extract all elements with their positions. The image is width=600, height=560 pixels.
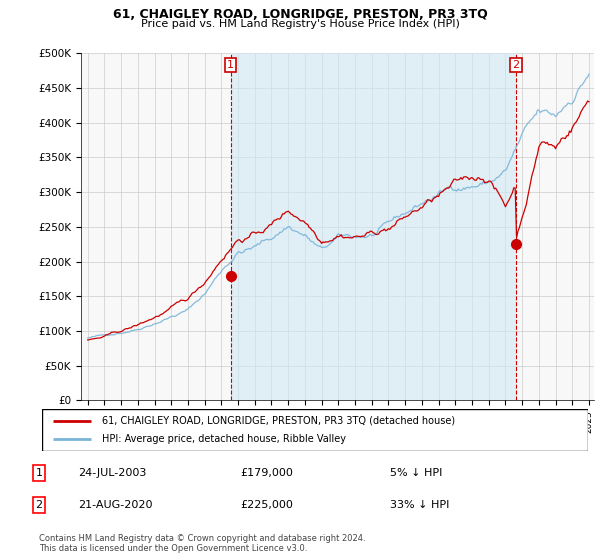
Text: 2: 2 (35, 500, 43, 510)
Text: £179,000: £179,000 (240, 468, 293, 478)
Text: 61, CHAIGLEY ROAD, LONGRIDGE, PRESTON, PR3 3TQ (detached house): 61, CHAIGLEY ROAD, LONGRIDGE, PRESTON, P… (102, 416, 455, 426)
Text: 1: 1 (35, 468, 43, 478)
Text: 1: 1 (227, 60, 234, 70)
Bar (231, 53, 516, 400)
Text: HPI: Average price, detached house, Ribble Valley: HPI: Average price, detached house, Ribb… (102, 434, 346, 444)
Text: 61, CHAIGLEY ROAD, LONGRIDGE, PRESTON, PR3 3TQ: 61, CHAIGLEY ROAD, LONGRIDGE, PRESTON, P… (113, 8, 487, 21)
Text: 5% ↓ HPI: 5% ↓ HPI (390, 468, 442, 478)
Text: 21-AUG-2020: 21-AUG-2020 (78, 500, 152, 510)
Text: Contains HM Land Registry data © Crown copyright and database right 2024.
This d: Contains HM Land Registry data © Crown c… (39, 534, 365, 553)
Text: Price paid vs. HM Land Registry's House Price Index (HPI): Price paid vs. HM Land Registry's House … (140, 19, 460, 29)
Text: 24-JUL-2003: 24-JUL-2003 (78, 468, 146, 478)
Text: 2: 2 (512, 60, 520, 70)
Text: £225,000: £225,000 (240, 500, 293, 510)
Text: 33% ↓ HPI: 33% ↓ HPI (390, 500, 449, 510)
